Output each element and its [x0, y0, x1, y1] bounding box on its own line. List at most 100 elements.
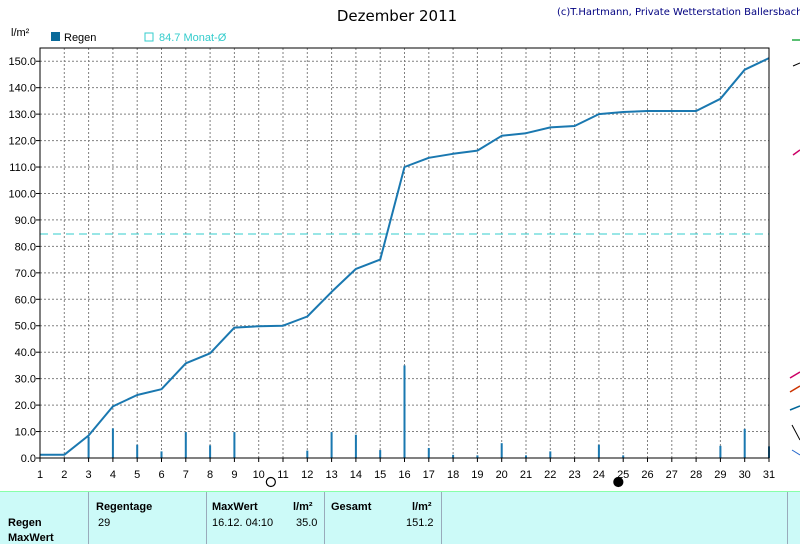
x-tick-label: 27 [666, 469, 678, 481]
x-tick-label: 19 [471, 469, 483, 481]
daily-rain-bar [209, 445, 212, 458]
daily-rain-bar [160, 451, 163, 458]
x-tick-label: 8 [207, 469, 213, 481]
legend-label-regen: Regen [64, 32, 96, 44]
y-axis-ticks: 0.0 10.0 20.0 30.0 40.0 50.0 60.0 70.0 80.0 90.0 1… [8, 56, 40, 465]
stats-divider [787, 492, 788, 544]
x-tick-label: 18 [447, 469, 459, 481]
cumulative-rain-line [40, 57, 770, 456]
stats-divider [324, 492, 325, 544]
x-tick-label: 9 [231, 469, 237, 481]
x-axis-ticks: 1 2 3 4 5 6 7 8 9 10 11 12 13 14 15 16 17 18 19 20 21 22 23 24 2… [37, 458, 775, 481]
legend-swatch-regen [51, 32, 60, 41]
x-tick-label: 6 [158, 469, 164, 481]
x-tick-label: 28 [690, 469, 702, 481]
y-tick-label: 100.0 [8, 188, 36, 200]
daily-rain-bar [452, 454, 455, 458]
daily-rain-bar [233, 432, 236, 458]
x-tick-label: 2 [61, 469, 67, 481]
daily-rain-bar [525, 455, 527, 458]
y-tick-label: 50.0 [15, 321, 36, 333]
daily-rain-bar [306, 450, 309, 458]
row-label-maxwert: MaxWert [8, 532, 54, 544]
rain-days-value: 29 [98, 517, 111, 529]
x-tick-label: 20 [496, 469, 508, 481]
x-tick-label: 17 [423, 469, 435, 481]
x-tick-label: 4 [110, 469, 116, 481]
x-tick-label: 26 [641, 469, 653, 481]
y-tick-label: 120.0 [8, 136, 36, 148]
max-header: MaxWert [212, 501, 258, 513]
daily-rain-bars [87, 365, 770, 458]
max-datetime: 16.12. 04:10 [212, 517, 274, 529]
daily-rain-bar [379, 450, 382, 458]
moon-markers [265, 476, 624, 488]
daily-rain-bar [111, 428, 114, 458]
y-tick-label: 110.0 [9, 162, 36, 174]
right-edge-fragments [789, 39, 800, 456]
daily-rain-bar [354, 434, 357, 458]
row-label-regen: Regen [8, 517, 42, 529]
copyright-text: (c)T.Hartmann, Private Wetterstation Bal… [557, 7, 800, 18]
x-tick-label: 14 [350, 469, 362, 481]
y-tick-label: 60.0 [15, 294, 36, 306]
x-tick-label: 1 [37, 469, 43, 481]
moon-outline-icon [265, 476, 276, 488]
y-axis-unit: l/m² [11, 27, 30, 39]
max-value: 35.0 [296, 517, 318, 529]
y-tick-label: 130.0 [8, 109, 36, 121]
x-tick-label: 10 [253, 469, 265, 481]
x-tick-label: 31 [763, 469, 775, 481]
daily-rain-bar [743, 428, 746, 458]
x-tick-label: 21 [520, 469, 532, 481]
daily-rain-bar [597, 444, 600, 458]
daily-rain-bar [403, 365, 406, 458]
y-tick-label: 20.0 [15, 400, 36, 412]
y-tick-label: 70.0 [15, 268, 36, 280]
y-tick-label: 80.0 [15, 241, 36, 253]
stats-panel: Regen MaxWert Regentage 29 MaxWert l/m² … [0, 491, 800, 544]
x-tick-label: 3 [86, 469, 92, 481]
x-tick-label: 12 [301, 469, 313, 481]
plot-frame [39, 47, 770, 459]
cumulative-rain-line-layer [40, 57, 770, 456]
x-tick-label: 16 [398, 469, 410, 481]
x-tick-label: 13 [325, 469, 337, 481]
x-tick-label: 15 [374, 469, 386, 481]
daily-rain-bar [427, 447, 430, 458]
x-tick-label: 11 [277, 469, 288, 481]
moon-filled-icon [613, 476, 624, 488]
y-tick-label: 40.0 [15, 347, 36, 359]
x-tick-label: 7 [183, 469, 189, 481]
daily-rain-bar [719, 445, 722, 458]
daily-rain-bar [549, 451, 552, 458]
daily-rain-bar [184, 432, 187, 458]
stats-divider [206, 492, 207, 544]
legend-label-average: 84.7 Monat-Ø [159, 32, 227, 44]
legend-swatch-average [144, 32, 154, 42]
chart-title: Dezember 2011 [337, 7, 457, 25]
total-value: 151.2 [406, 517, 434, 529]
y-tick-label: 30.0 [15, 374, 36, 386]
rain-chart: Dezember 2011 (c)T.Hartmann, Private Wet… [8, 7, 800, 488]
x-tick-label: 23 [568, 469, 580, 481]
y-tick-label: 150.0 [8, 56, 36, 68]
daily-rain-bar [622, 455, 625, 458]
x-tick-label: 24 [593, 469, 605, 481]
y-tick-label: 10.0 [15, 427, 36, 439]
y-tick-label: 90.0 [15, 215, 36, 227]
daily-rain-bar [500, 443, 503, 458]
daily-rain-bar [136, 444, 139, 458]
x-tick-label: 30 [739, 469, 751, 481]
x-tick-label: 5 [134, 469, 140, 481]
total-header: Gesamt [331, 501, 372, 513]
max-unit: l/m² [293, 501, 313, 513]
total-unit: l/m² [412, 501, 432, 513]
daily-rain-bar [330, 432, 333, 458]
stats-divider [441, 492, 442, 544]
x-tick-label: 29 [714, 469, 726, 481]
daily-rain-bar [87, 436, 90, 458]
rain-days-header: Regentage [96, 501, 153, 513]
y-tick-label: 140.0 [8, 83, 36, 95]
x-tick-label: 22 [544, 469, 556, 481]
